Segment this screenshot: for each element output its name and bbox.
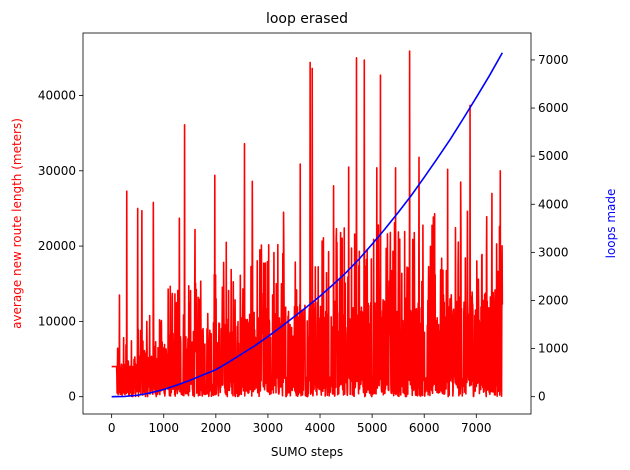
- x-tick-label: 4000: [305, 421, 336, 435]
- x-tick-label: 1000: [148, 421, 179, 435]
- y-right-tick-label: 4000: [538, 197, 569, 211]
- x-tick-label: 0: [108, 421, 116, 435]
- x-tick-label: 2000: [201, 421, 232, 435]
- plot-series-group: [111, 50, 504, 398]
- y-left-tick-label: 40000: [38, 88, 76, 102]
- y-left-tick-label: 20000: [38, 239, 76, 253]
- y-right-tick-label: 5000: [538, 149, 569, 163]
- x-tick-label: 5000: [357, 421, 388, 435]
- y-right-tick-label: 3000: [538, 245, 569, 259]
- y-left-tick-label: 0: [68, 390, 76, 404]
- y-left-tick-label: 10000: [38, 314, 76, 328]
- y-axis-left-label: average new route length (meters): [10, 118, 24, 329]
- x-tick-label: 3000: [253, 421, 284, 435]
- y-axis-right-label: loops made: [604, 189, 618, 259]
- y-right-tick-label: 0: [538, 390, 546, 404]
- plot-frame: [82, 32, 532, 415]
- y-right-tick-label: 6000: [538, 101, 569, 115]
- x-axis-label: SUMO steps: [271, 445, 343, 459]
- chart-title: loop erased: [266, 11, 348, 27]
- y-right-tick-label: 1000: [538, 342, 569, 356]
- x-tick-label: 7000: [461, 421, 492, 435]
- series-loops-made-line: [111, 52, 504, 398]
- y-right-tick-label: 7000: [538, 53, 569, 67]
- x-tick-label: 6000: [409, 421, 440, 435]
- y-right-tick-label: 2000: [538, 293, 569, 307]
- y-left-tick-label: 30000: [38, 164, 76, 178]
- series-route-length-line: [111, 50, 504, 398]
